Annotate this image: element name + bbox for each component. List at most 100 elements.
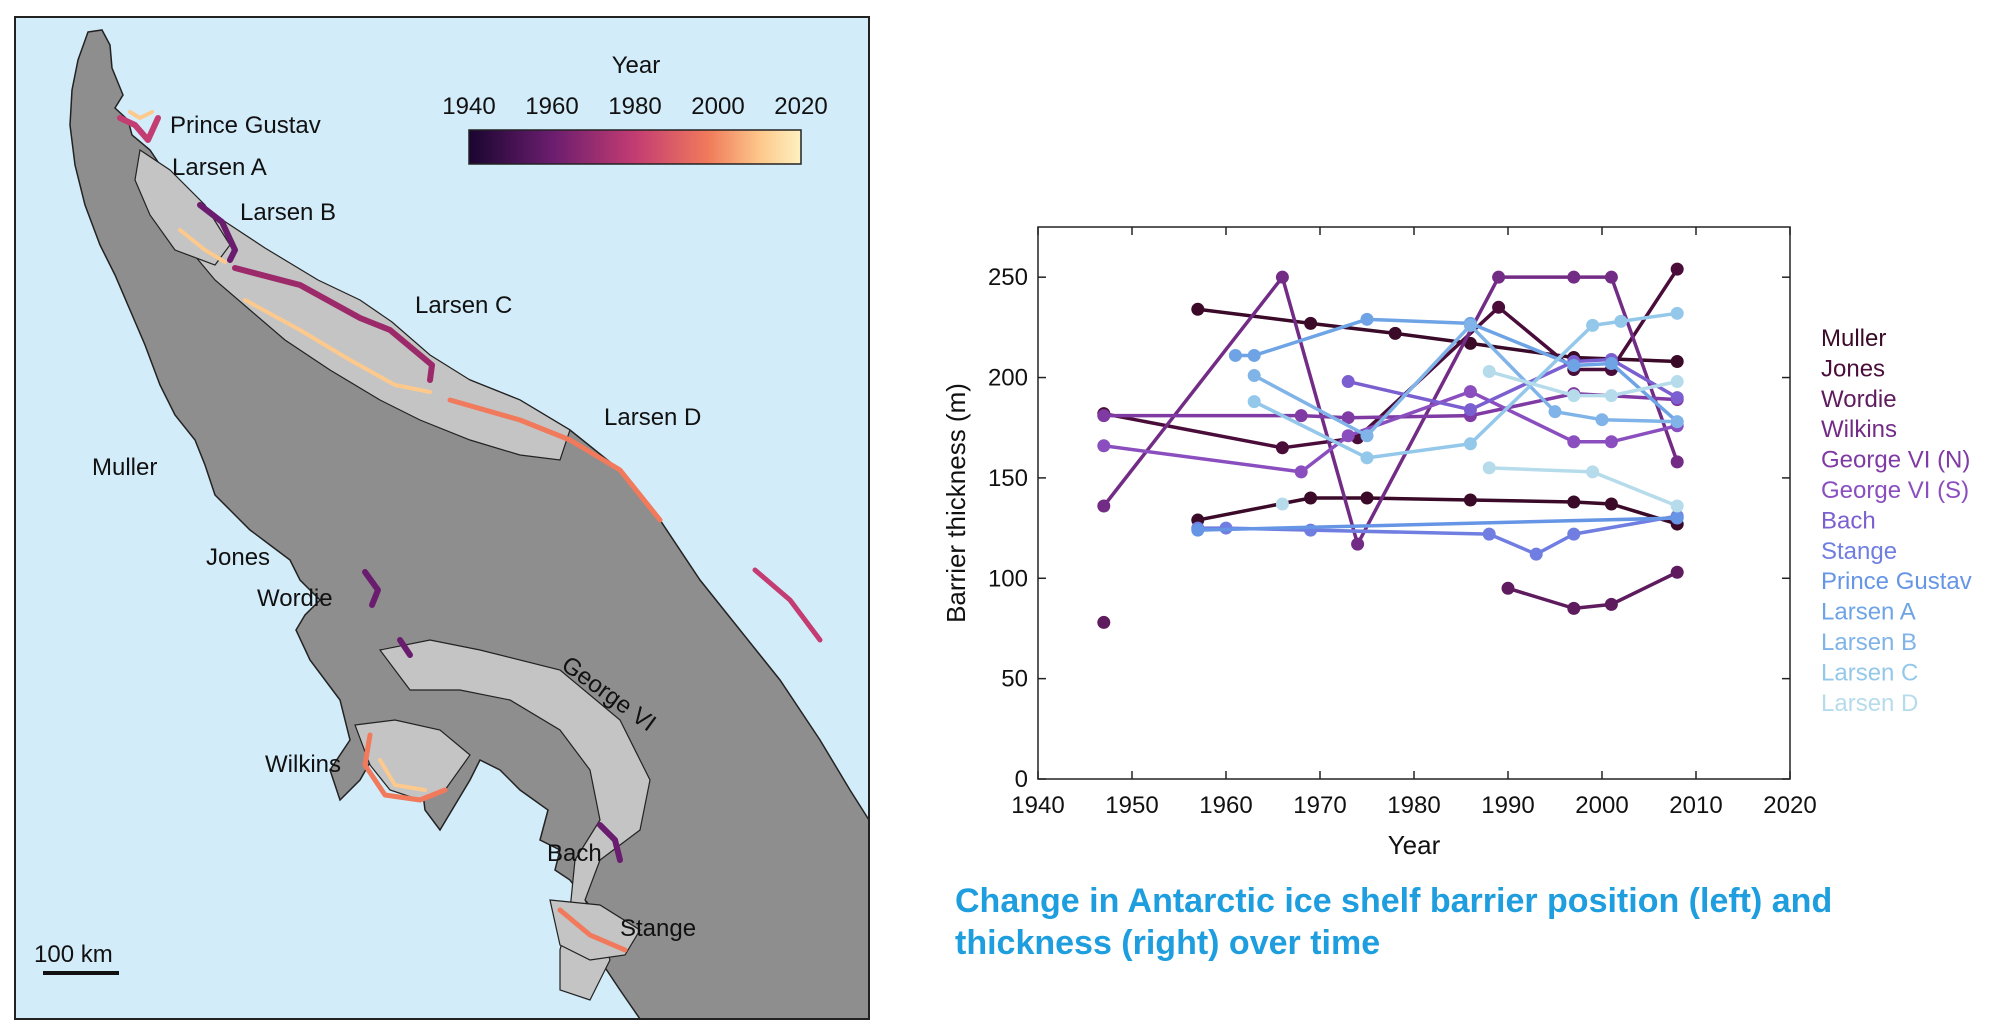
colorbar-tick: 1940 — [442, 93, 495, 120]
series-line — [1488, 369, 1678, 398]
data-point — [1482, 461, 1496, 475]
barrier-prince-gustav — [117, 115, 161, 143]
data-point — [1604, 435, 1618, 449]
legend-entry: Muller — [1821, 325, 1886, 352]
data-point — [1614, 314, 1628, 328]
colorbar-title: Year — [612, 52, 661, 79]
caption-line-1: Change in Antarctic ice shelf barrier po… — [955, 882, 1833, 920]
series-line — [1253, 323, 1678, 438]
data-point — [1463, 493, 1477, 507]
data-point — [1360, 429, 1374, 443]
data-point — [1586, 318, 1600, 332]
data-point — [1351, 537, 1365, 551]
data-point — [1492, 300, 1506, 314]
data-point — [1595, 413, 1609, 427]
ice-shelf-larsen-c — [168, 193, 571, 461]
x-tick-label: 1950 — [1105, 792, 1158, 819]
label-wilkins: Wilkins — [265, 751, 341, 778]
data-point — [1388, 326, 1402, 340]
x-ticks: 1940 1950 1960 1970 1980 1990 2000 2010 2020 — [1011, 227, 1817, 819]
y-tick-label: 50 — [1001, 666, 1028, 693]
data-point — [1670, 375, 1684, 389]
data-point — [1604, 389, 1618, 403]
data-point — [1670, 499, 1684, 513]
data-point — [1604, 597, 1618, 611]
barrier-prince-gustav-recent — [128, 110, 154, 120]
data-point — [1341, 429, 1355, 443]
data-point — [1341, 375, 1355, 389]
data-point — [1097, 439, 1111, 453]
data-point — [1304, 316, 1318, 330]
data-point — [1275, 270, 1289, 284]
series-layer — [1097, 262, 1684, 629]
barrier-wordie — [362, 569, 381, 608]
data-point — [1548, 405, 1562, 419]
data-point — [1670, 354, 1684, 368]
legend-entry: Wilkins — [1821, 416, 1897, 443]
data-point — [1463, 318, 1477, 332]
data-point — [1304, 491, 1318, 505]
data-point — [1567, 389, 1581, 403]
x-tick-label: 2000 — [1575, 792, 1628, 819]
colorbar-tick: 1980 — [608, 93, 661, 120]
data-point — [1294, 409, 1308, 423]
data-point — [1567, 495, 1581, 509]
data-point — [1097, 499, 1111, 513]
data-point — [1463, 437, 1477, 451]
ice-shelf-larsen-b — [134, 148, 231, 266]
x-tick-label: 1940 — [1011, 792, 1064, 819]
data-point — [1670, 262, 1684, 276]
data-point — [1670, 415, 1684, 429]
data-point — [1492, 270, 1506, 284]
x-tick-label: 1980 — [1387, 792, 1440, 819]
data-point — [1670, 511, 1684, 525]
barrier-stange — [557, 907, 628, 953]
barrier-wilkins-recent — [378, 758, 427, 792]
data-point — [1482, 365, 1496, 379]
data-point — [1586, 465, 1600, 479]
caption-line-2: thickness (right) over time — [955, 924, 1381, 962]
data-point — [1501, 581, 1515, 595]
data-point — [1191, 302, 1205, 316]
series-wordie — [1097, 565, 1684, 629]
legend-entry: Bach — [1821, 507, 1876, 534]
legend-entry: Jones — [1821, 355, 1885, 382]
caption: Change in Antarctic ice shelf barrier po… — [955, 880, 1955, 964]
data-point — [1360, 312, 1374, 326]
data-point — [1191, 523, 1205, 537]
data-point — [1670, 455, 1684, 469]
data-point — [1670, 565, 1684, 579]
data-point — [1228, 348, 1242, 362]
data-point — [1341, 411, 1355, 425]
y-tick-label: 250 — [988, 264, 1028, 291]
barrier-larsen-d-east — [752, 567, 823, 643]
label-bach: Bach — [547, 840, 602, 867]
scale-bar — [43, 971, 119, 975]
barrier-muller — [397, 637, 413, 658]
data-point — [1275, 497, 1289, 511]
y-tick-label: 150 — [988, 465, 1028, 492]
barrier-larsen-b — [197, 202, 238, 263]
data-point — [1670, 306, 1684, 320]
data-point — [1360, 451, 1374, 465]
x-tick-label: 2020 — [1763, 792, 1816, 819]
data-point — [1463, 403, 1477, 417]
x-tick-label: 2010 — [1669, 792, 1722, 819]
label-larsen-d: Larsen D — [604, 404, 701, 431]
data-point — [1604, 270, 1618, 284]
legend-entry: Wordie — [1821, 386, 1897, 413]
barrier-larsen-c — [232, 265, 435, 383]
series-wilkins — [1097, 270, 1684, 551]
series-line — [1197, 307, 1678, 364]
data-point — [1097, 615, 1111, 629]
data-point — [1463, 385, 1477, 399]
series-larsen-d — [1275, 365, 1684, 513]
label-larsen-b: Larsen B — [240, 199, 336, 226]
label-wordie: Wordie — [257, 585, 333, 612]
series-larsen-b — [1247, 318, 1684, 443]
data-point — [1482, 527, 1496, 541]
data-point — [1567, 527, 1581, 541]
barrier-wilkins — [362, 732, 448, 803]
